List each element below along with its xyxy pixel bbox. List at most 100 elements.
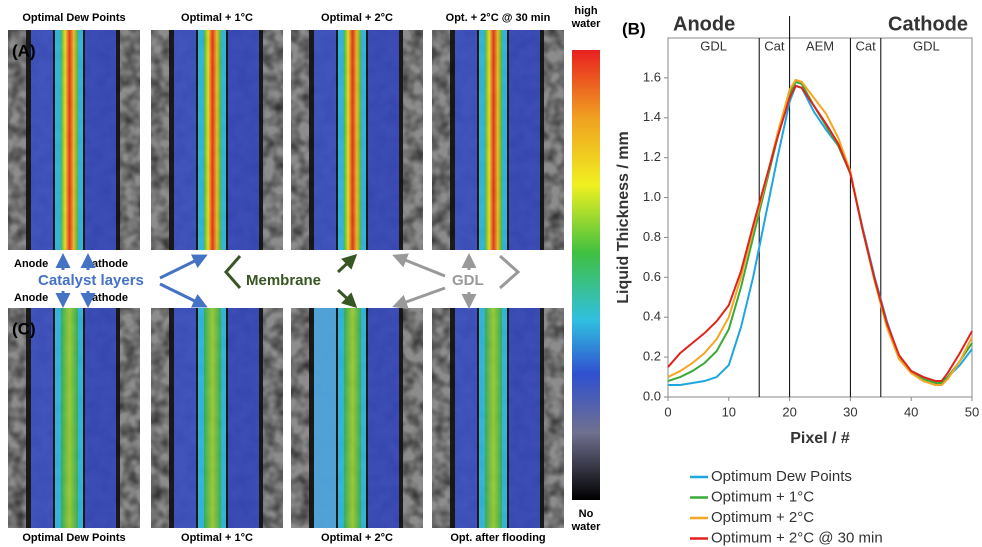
image-stripe [366, 30, 368, 250]
image-stripe [198, 30, 204, 250]
image-stripe [336, 30, 338, 250]
image-stripe [174, 30, 196, 250]
region-label: Cat [764, 38, 785, 53]
arrow [499, 254, 521, 290]
image-stripe [85, 30, 116, 250]
image-title: Optimal + 1°C [181, 12, 253, 24]
image-stripe [540, 308, 544, 528]
arrow [159, 254, 208, 280]
arrow [336, 288, 358, 309]
image-stripe [540, 30, 544, 250]
annotation: Cathode [84, 258, 128, 270]
image-stripe [26, 30, 31, 250]
image-stripe [221, 30, 226, 250]
image-stripe [196, 308, 198, 528]
image-stripe [226, 308, 228, 528]
series-line [667, 84, 973, 383]
y-tick-label: 0.2 [643, 349, 661, 364]
annotation: Membrane [246, 272, 321, 289]
images: Optimal Dew Points Optimal + 1°C Optimal +… [8, 12, 564, 544]
image-panel [432, 30, 564, 250]
image-stripe [450, 308, 455, 528]
image-stripe [477, 30, 479, 250]
image-stripe [116, 308, 120, 528]
image-stripe [399, 308, 403, 528]
image-stripe [309, 308, 314, 528]
y-tick-label: 1.4 [643, 109, 661, 124]
legend-label: Optimum + 2°C @ 30 min [711, 529, 883, 546]
image-stripe [485, 30, 502, 250]
image-stripe [502, 30, 507, 250]
image-stripe [361, 308, 366, 528]
image-stripe [221, 308, 226, 528]
colorbar-label: water [571, 18, 601, 30]
arrow [336, 253, 358, 274]
y-tick-label: 0.8 [643, 229, 661, 244]
image-panel [151, 308, 283, 528]
image-stripe [55, 308, 61, 528]
y-tick-label: 0.0 [643, 388, 661, 403]
colorbar-label: high [574, 5, 597, 17]
image-stripe [174, 308, 196, 528]
image-stripe [78, 308, 83, 528]
x-tick-label: 40 [904, 404, 918, 419]
annotation: Anode [14, 292, 48, 304]
image-stripe [53, 308, 55, 528]
image-title: Opt. + 2°C @ 30 min [446, 12, 551, 24]
image-stripe [336, 308, 338, 528]
image-stripe [338, 30, 344, 250]
image-stripe [31, 30, 53, 250]
image-stripe [450, 30, 455, 250]
image-title: Optimal Dew Points [22, 12, 125, 24]
panel-label: (B) [622, 19, 646, 38]
image-stripe [368, 30, 399, 250]
image-stripe [507, 308, 509, 528]
image-title: Optimal + 2°C [321, 12, 393, 24]
image-panel [291, 30, 423, 250]
line-chart: 0.0 0.2 0.4 0.6 0.8 1.0 1.2 1.4 1.6 0 10 20 30 40 50 GD… [615, 13, 979, 546]
image-stripe [368, 308, 399, 528]
image-stripe [399, 30, 403, 250]
image-stripe [204, 308, 221, 528]
image-stripe [479, 308, 485, 528]
image-panel [291, 308, 423, 528]
image-stripe [169, 308, 174, 528]
arrows [55, 253, 521, 309]
image-stripe [344, 30, 361, 250]
image-stripe [344, 308, 361, 528]
image-stripe [507, 30, 509, 250]
region-label: AEM [806, 38, 834, 53]
annotation: Anode [14, 258, 48, 270]
header-label: Cathode [888, 13, 968, 35]
y-tick-label: 0.6 [643, 269, 661, 284]
image-stripe [116, 30, 120, 250]
legend-label: Optimum + 1°C [711, 488, 814, 505]
y-tick-label: 1.0 [643, 189, 661, 204]
image-title: Optimal + 1°C [181, 532, 253, 544]
image-stripe [85, 308, 116, 528]
image-stripe [509, 308, 540, 528]
panel-label: (C) [12, 319, 36, 338]
image-panel [432, 308, 564, 528]
series-line [667, 78, 973, 387]
image-stripe [53, 30, 55, 250]
image-stripe [485, 308, 502, 528]
x-tick-label: 0 [664, 404, 671, 419]
image-stripe [228, 30, 259, 250]
colorbar-label: No [579, 508, 594, 520]
image-title: Optimal Dew Points [22, 532, 125, 544]
image-stripe [31, 308, 53, 528]
x-tick-label: 30 [843, 404, 857, 419]
image-panel [151, 30, 283, 250]
plot-frame [667, 37, 973, 398]
header-label: Anode [673, 13, 735, 35]
image-stripe [338, 308, 344, 528]
image-panel [8, 308, 140, 528]
image-stripe [169, 30, 174, 250]
annotation: GDL [452, 272, 484, 289]
image-stripe [61, 308, 78, 528]
x-tick-label: 20 [782, 404, 796, 419]
series-line [668, 84, 973, 387]
image-stripe [78, 30, 83, 250]
image-stripe [509, 30, 540, 250]
